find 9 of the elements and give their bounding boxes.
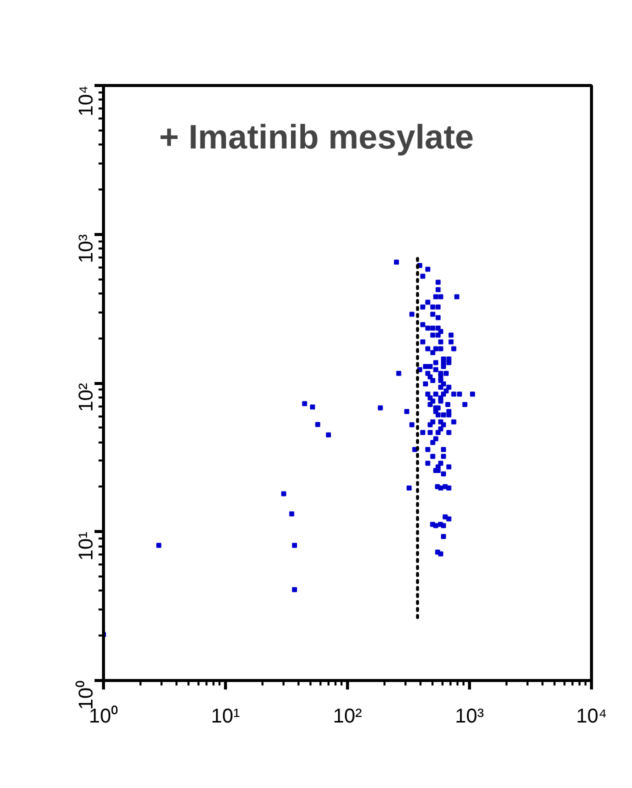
x-tick-label: 10¹: [211, 706, 240, 728]
y-tick-label: 10⁴: [76, 85, 98, 116]
text: + Imatinib mesylate: [159, 118, 474, 156]
y-tick-label: 10³: [76, 234, 98, 264]
x-tick-label: 10²: [333, 706, 362, 728]
x-tick-label: 10³: [455, 706, 484, 728]
x-tick-label: 10⁴: [576, 706, 607, 728]
y-tick-label: 10¹: [76, 531, 98, 561]
y-tick-label: 10²: [76, 382, 98, 412]
